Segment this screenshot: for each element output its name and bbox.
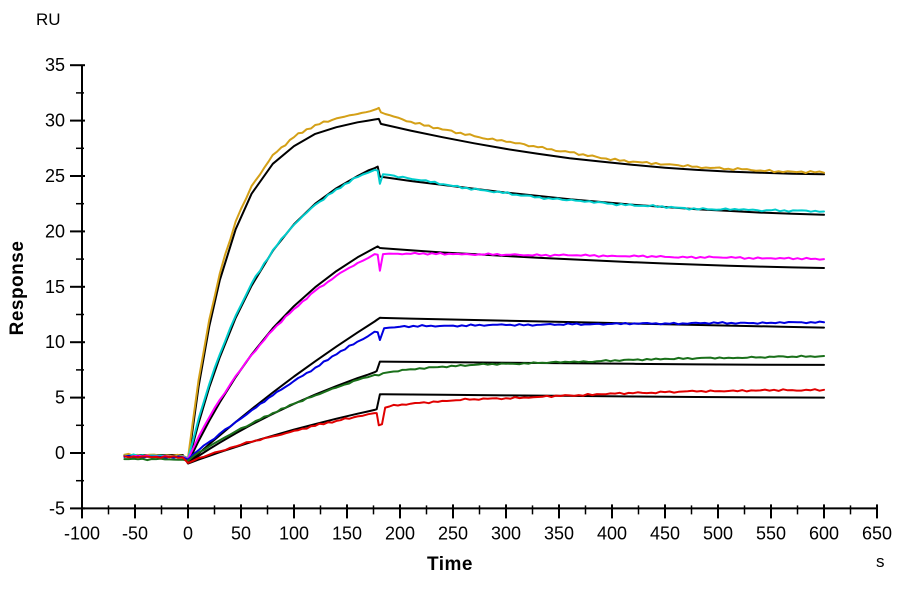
x-tick-label: 650 xyxy=(862,523,892,543)
series-trace-blue xyxy=(123,320,825,461)
y-tick-label: 30 xyxy=(45,111,65,131)
y-tick-label: 20 xyxy=(45,221,65,241)
series-trace-red xyxy=(123,388,825,464)
series-fit-magenta xyxy=(123,245,825,464)
x-tick-label: -50 xyxy=(122,523,148,543)
x-tick-label: 400 xyxy=(597,523,627,543)
x-tick-label: 300 xyxy=(491,523,521,543)
x-tick-label: -100 xyxy=(64,523,100,543)
x-tick-label: 200 xyxy=(385,523,415,543)
x-tick-label: 100 xyxy=(279,523,309,543)
x-axis-title: Time xyxy=(426,554,473,575)
x-tick-label: 500 xyxy=(703,523,733,543)
series-trace-cyan xyxy=(123,168,825,460)
y-axis-unit-label: RU xyxy=(36,10,61,29)
series-fit-green xyxy=(123,360,825,464)
y-tick-label: 0 xyxy=(55,443,65,463)
x-tick-label: 50 xyxy=(231,523,251,543)
y-tick-label: 10 xyxy=(45,332,65,352)
x-tick-label: 0 xyxy=(183,523,193,543)
series-trace-gold xyxy=(123,106,825,459)
y-tick-label: 35 xyxy=(45,55,65,75)
x-tick-label: 350 xyxy=(544,523,574,543)
x-tick-label: 600 xyxy=(809,523,839,543)
y-tick-label: 15 xyxy=(45,277,65,297)
series-trace-green xyxy=(123,354,825,462)
x-axis-unit-label: s xyxy=(876,552,885,571)
series-fit-red xyxy=(123,393,825,465)
y-tick-label: -5 xyxy=(49,498,65,518)
y-tick-label: 5 xyxy=(55,388,65,408)
x-tick-label: 250 xyxy=(438,523,468,543)
y-tick-label: 25 xyxy=(45,166,65,186)
series-fit-blue xyxy=(123,316,825,464)
series-fit-gold xyxy=(123,117,825,464)
x-tick-label: 150 xyxy=(332,523,362,543)
series-trace-magenta xyxy=(123,251,825,461)
x-tick-label: 550 xyxy=(756,523,786,543)
x-tick-label: 450 xyxy=(650,523,680,543)
series-fit-cyan xyxy=(123,165,825,464)
y-axis-title: Response xyxy=(7,240,28,336)
